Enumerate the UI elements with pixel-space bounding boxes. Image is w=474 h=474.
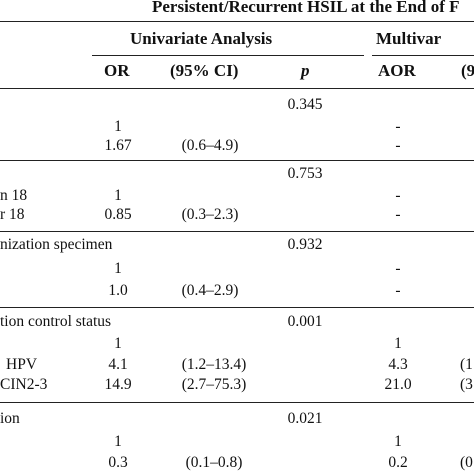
ci-value: (1.2–13.4) <box>181 356 247 373</box>
header-univariate-title: Univariate Analysis <box>130 29 273 48</box>
header-rule-multivariate <box>372 55 474 57</box>
header-rule-top <box>0 21 474 23</box>
column-header-p: p <box>301 61 310 80</box>
ci-value: (0.1–0.8) <box>185 454 243 471</box>
column-header-ci-multivariate: (9 <box>461 61 474 80</box>
ci-value: (0.4–2.9) <box>181 282 239 299</box>
column-header-or: OR <box>104 61 130 80</box>
group-divider <box>0 307 474 309</box>
ci-multivariate-value: (0 <box>460 454 473 471</box>
row-label: CIN2-3 <box>0 376 48 393</box>
aor-value: - <box>395 187 401 204</box>
ci-value: (2.7–75.3) <box>181 376 247 393</box>
ci-multivariate-value: (1 <box>460 356 473 373</box>
or-value: 1 <box>114 335 122 352</box>
aor-value: 4.3 <box>388 356 408 373</box>
ci-multivariate-value: (3 <box>460 376 473 393</box>
group-label: nization specimen <box>0 236 113 253</box>
group-divider <box>0 231 474 233</box>
aor-value: 1 <box>394 433 402 450</box>
or-value: 1 <box>114 118 122 135</box>
group-divider <box>0 402 474 404</box>
or-value: 0.85 <box>104 206 132 223</box>
column-header-ci: (95% CI) <box>170 61 239 80</box>
group-divider <box>0 160 474 162</box>
aor-value: - <box>395 137 401 154</box>
p-value: 0.753 <box>287 165 323 182</box>
aor-value: 21.0 <box>384 376 412 393</box>
aor-value: 1 <box>394 335 402 352</box>
p-value: 0.021 <box>287 410 323 427</box>
p-value: 0.932 <box>287 236 323 253</box>
header-rule-bottom <box>0 88 474 90</box>
group-label: tion control status <box>0 313 112 330</box>
header-rule-univariate <box>92 55 364 57</box>
row-label: r 18 <box>0 206 25 223</box>
p-value: 0.001 <box>287 313 323 330</box>
header-top-title: Persistent/Recurrent HSIL at the End of … <box>152 0 460 16</box>
ci-value: (0.6–4.9) <box>181 137 239 154</box>
aor-value: - <box>395 206 401 223</box>
header-multivariate-title: Multivar <box>376 29 442 48</box>
or-value: 4.1 <box>108 356 128 373</box>
aor-value: 0.2 <box>388 454 408 471</box>
p-value: 0.345 <box>287 96 323 113</box>
or-value: 1 <box>114 187 122 204</box>
ci-value: (0.3–2.3) <box>181 206 239 223</box>
aor-value: - <box>395 260 401 277</box>
aor-value: - <box>395 282 401 299</box>
or-value: 14.9 <box>104 376 132 393</box>
row-label: n 18 <box>0 187 28 204</box>
or-value: 0.3 <box>108 454 128 471</box>
group-label: ion <box>0 410 20 427</box>
aor-value: - <box>395 118 401 135</box>
or-value: 1 <box>114 433 122 450</box>
or-value: 1.0 <box>108 282 128 299</box>
column-header-aor: AOR <box>378 61 416 80</box>
row-label: HPV <box>6 356 38 373</box>
or-value: 1 <box>114 260 122 277</box>
or-value: 1.67 <box>104 137 132 154</box>
